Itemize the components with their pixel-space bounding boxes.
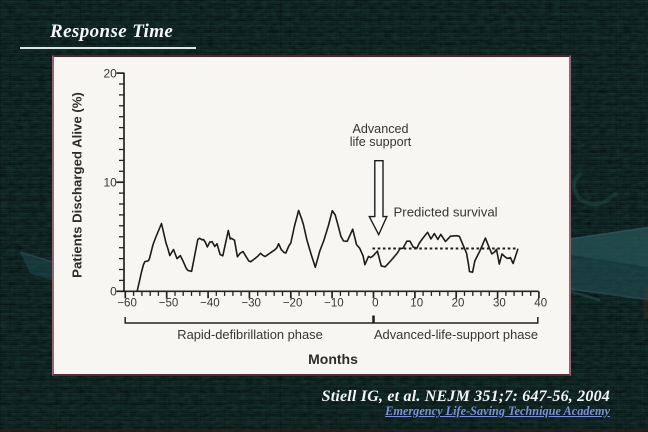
svg-text:Advanced: Advanced bbox=[352, 122, 408, 136]
svg-text:0: 0 bbox=[110, 285, 117, 299]
svg-text:10: 10 bbox=[410, 298, 423, 310]
svg-text:10: 10 bbox=[103, 175, 117, 189]
svg-text:−60: −60 bbox=[117, 298, 137, 310]
svg-text:−30: −30 bbox=[241, 298, 261, 310]
svg-text:30: 30 bbox=[493, 298, 506, 310]
svg-text:Patients Discharged Alive (%): Patients Discharged Alive (%) bbox=[70, 92, 85, 278]
svg-text:0: 0 bbox=[372, 298, 378, 310]
svg-text:−20: −20 bbox=[283, 298, 303, 310]
svg-text:20: 20 bbox=[452, 298, 465, 310]
svg-text:Months: Months bbox=[308, 351, 358, 367]
svg-text:life support: life support bbox=[350, 135, 412, 149]
svg-text:Predicted survival: Predicted survival bbox=[394, 205, 498, 220]
svg-text:−10: −10 bbox=[324, 298, 344, 310]
svg-text:40: 40 bbox=[534, 298, 547, 310]
svg-text:−50: −50 bbox=[159, 298, 179, 310]
svg-text:Advanced-life-support phase: Advanced-life-support phase bbox=[374, 327, 538, 342]
svg-text:−40: −40 bbox=[200, 298, 220, 310]
svg-text:Rapid-defibrillation phase: Rapid-defibrillation phase bbox=[177, 327, 322, 342]
svg-text:20: 20 bbox=[103, 66, 117, 80]
